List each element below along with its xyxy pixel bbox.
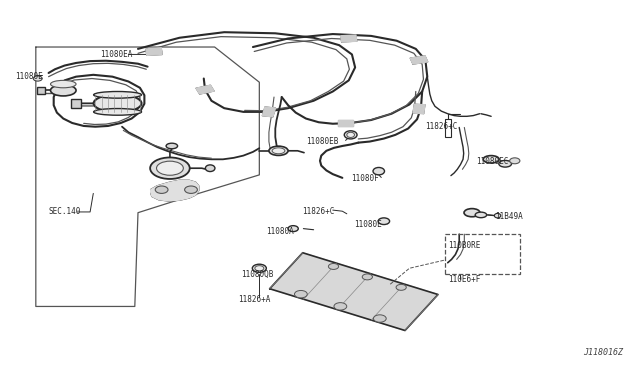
- Ellipse shape: [205, 165, 215, 171]
- Text: SEC.140: SEC.140: [49, 208, 81, 217]
- Ellipse shape: [252, 264, 266, 272]
- Ellipse shape: [93, 94, 141, 112]
- Circle shape: [328, 263, 339, 269]
- Circle shape: [156, 186, 168, 193]
- Bar: [445, 234, 520, 274]
- Ellipse shape: [499, 160, 511, 167]
- Ellipse shape: [51, 85, 76, 96]
- Polygon shape: [338, 120, 353, 126]
- Text: 11080EC: 11080EC: [476, 157, 509, 166]
- Text: 11080F: 11080F: [351, 174, 378, 183]
- Circle shape: [294, 291, 307, 298]
- Ellipse shape: [378, 218, 390, 225]
- Text: J118016Z: J118016Z: [583, 348, 623, 357]
- Ellipse shape: [483, 155, 499, 163]
- Ellipse shape: [475, 212, 486, 218]
- Polygon shape: [413, 104, 425, 113]
- Text: 11080A: 11080A: [266, 227, 294, 236]
- Text: 11080E: 11080E: [354, 221, 381, 230]
- Circle shape: [362, 274, 372, 280]
- Ellipse shape: [157, 161, 183, 175]
- Text: 11080EA: 11080EA: [100, 50, 132, 59]
- Ellipse shape: [255, 266, 264, 271]
- Polygon shape: [262, 107, 276, 117]
- Ellipse shape: [93, 109, 141, 115]
- Circle shape: [184, 186, 197, 193]
- Ellipse shape: [51, 80, 76, 88]
- Ellipse shape: [373, 167, 385, 175]
- Polygon shape: [148, 48, 162, 54]
- Text: 11826+C: 11826+C: [426, 122, 458, 131]
- Text: 110B0RE: 110B0RE: [448, 241, 480, 250]
- Polygon shape: [196, 85, 214, 94]
- Ellipse shape: [347, 132, 355, 137]
- Text: 11826+A: 11826+A: [238, 295, 271, 304]
- Circle shape: [334, 303, 347, 310]
- Circle shape: [373, 315, 386, 322]
- Circle shape: [33, 76, 42, 81]
- Ellipse shape: [494, 214, 500, 218]
- Text: 11080EB: 11080EB: [306, 137, 339, 146]
- Circle shape: [509, 158, 520, 164]
- Polygon shape: [340, 35, 357, 42]
- Bar: [71, 99, 81, 108]
- Ellipse shape: [269, 146, 288, 155]
- Text: 11080QB: 11080QB: [241, 270, 273, 279]
- Ellipse shape: [464, 209, 480, 217]
- Text: 11826+C: 11826+C: [302, 208, 335, 217]
- Polygon shape: [146, 48, 162, 55]
- Bar: [37, 87, 45, 94]
- Bar: [445, 119, 451, 137]
- Ellipse shape: [272, 148, 285, 154]
- Polygon shape: [151, 180, 198, 201]
- Text: 11080E: 11080E: [15, 72, 42, 81]
- Circle shape: [396, 284, 406, 290]
- Ellipse shape: [150, 157, 189, 179]
- Polygon shape: [269, 253, 438, 330]
- Polygon shape: [410, 56, 428, 64]
- Text: 11B49A: 11B49A: [495, 212, 524, 221]
- Ellipse shape: [166, 143, 177, 149]
- Ellipse shape: [288, 226, 298, 232]
- Ellipse shape: [344, 131, 357, 139]
- Text: 110E6+F: 110E6+F: [448, 275, 480, 284]
- Ellipse shape: [93, 92, 141, 98]
